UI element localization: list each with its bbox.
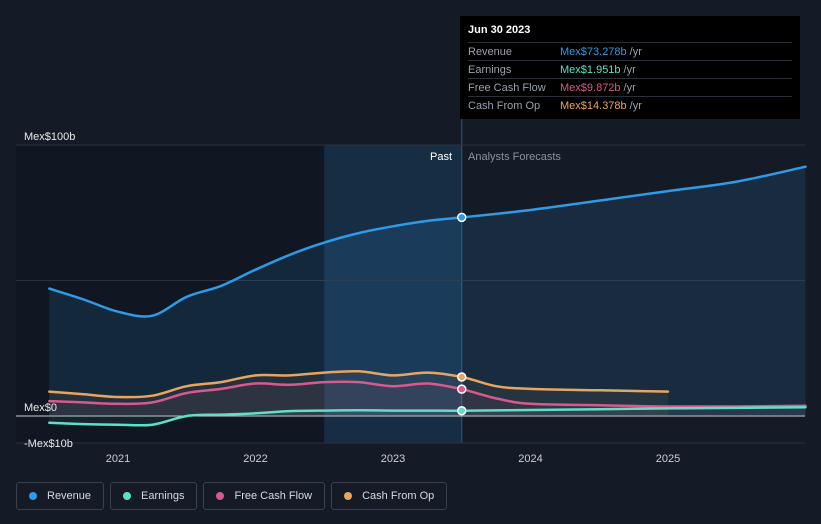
earnings-line[interactable]	[48, 406, 807, 427]
legend: Revenue Earnings Free Cash Flow Cash Fro…	[16, 482, 448, 510]
past-label: Past	[430, 151, 452, 163]
x-tick-label: 2021	[106, 453, 130, 465]
legend-item-cash-from-op[interactable]: Cash From Op	[331, 482, 448, 510]
x-tick-label: 2024	[518, 453, 542, 465]
legend-item-revenue[interactable]: Revenue	[16, 482, 105, 510]
tooltip-label: Revenue	[468, 45, 513, 58]
revenue-dot-icon	[29, 492, 37, 500]
y-tick-label: Mex$0	[24, 402, 57, 414]
tooltip-value: Mex$1.951b	[560, 63, 621, 76]
tooltip-row-free-cash-flow: Free Cash Flow Mex$9.872b /yr	[468, 78, 792, 96]
free-cash-flow-line[interactable]	[48, 380, 807, 408]
tooltip-unit: /yr	[623, 63, 636, 76]
x-tick-label: 2022	[243, 453, 267, 465]
tooltip-row-cash-from-op: Cash From Op Mex$14.378b /yr	[468, 96, 792, 114]
legend-item-earnings[interactable]: Earnings	[110, 482, 198, 510]
cash-from-op-line[interactable]	[48, 369, 670, 399]
x-tick-label: 2023	[381, 453, 405, 465]
legend-label: Cash From Op	[362, 490, 435, 502]
legend-label: Revenue	[47, 490, 92, 502]
legend-item-free-cash-flow[interactable]: Free Cash Flow	[203, 482, 326, 510]
tooltip-row-revenue: Revenue Mex$73.278b /yr	[468, 42, 792, 60]
revenue-line[interactable]	[48, 165, 807, 318]
tooltip-label: Free Cash Flow	[468, 81, 546, 94]
tooltip-row-earnings: Earnings Mex$1.951b /yr	[468, 60, 792, 78]
cash-from-op-dot-icon	[344, 492, 353, 500]
tooltip: Jun 30 2023 Revenue Mex$73.278b /yr Earn…	[460, 16, 800, 119]
y-tick-label: Mex$100b	[24, 131, 75, 143]
free-cash-flow-area	[49, 381, 806, 416]
x-tick-label: 2025	[656, 453, 680, 465]
tooltip-value: Mex$14.378b	[560, 99, 627, 112]
tooltip-value: Mex$9.872b	[560, 81, 621, 94]
cash-from-op-area	[49, 371, 669, 416]
legend-label: Earnings	[141, 490, 185, 502]
tooltip-unit: /yr	[629, 45, 642, 58]
earnings-dot-icon	[123, 492, 132, 500]
earnings-area	[49, 407, 806, 426]
tooltip-label: Cash From Op	[468, 99, 541, 112]
tooltip-unit: /yr	[623, 81, 636, 94]
earnings-marker	[457, 405, 467, 416]
tooltip-value: Mex$73.278b	[560, 45, 627, 58]
highlight-band	[324, 145, 462, 443]
free-cash-flow-dot-icon	[216, 492, 225, 500]
free-cash-flow-marker	[457, 384, 467, 394]
legend-label: Free Cash Flow	[234, 490, 313, 502]
y-tick-label: -Mex$10b	[24, 438, 73, 450]
revenue-marker	[457, 212, 467, 223]
tooltip-unit: /yr	[629, 99, 642, 112]
tooltip-label: Earnings	[468, 63, 512, 76]
forecast-label: Analysts Forecasts	[468, 151, 561, 163]
revenue-area	[49, 166, 806, 416]
cash-from-op-marker	[457, 372, 467, 382]
tooltip-date: Jun 30 2023	[468, 24, 531, 36]
